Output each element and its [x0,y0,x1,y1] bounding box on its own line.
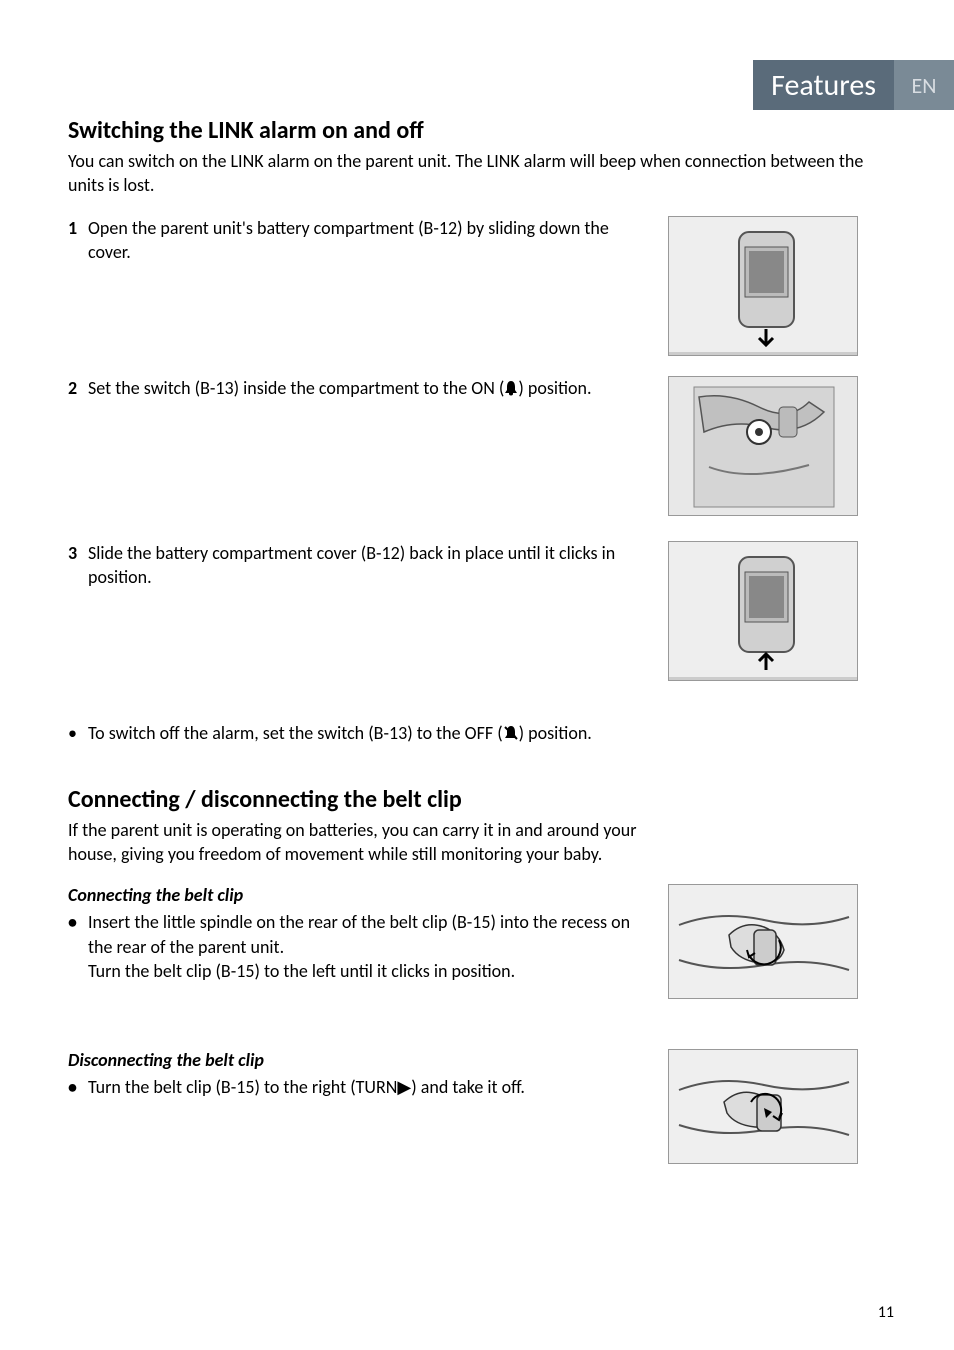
language-box: EN [894,60,954,110]
step2-row: 2 Set the switch (B-13) inside the compa… [68,376,886,531]
language-code: EN [912,72,937,99]
step2-illustration [668,376,858,516]
bullet-icon: • [68,1075,88,1099]
step3: 3 Slide the battery compartment cover (B… [68,541,638,590]
bell-icon [504,380,518,396]
connecting-row: Connecting the belt clip • Insert the li… [68,884,886,1024]
section2: Connecting / disconnecting the belt clip… [68,785,886,1180]
connecting-text: Insert the little spindle on the rear of… [88,910,638,983]
header-bar: Features EN [0,60,954,110]
step2-num: 2 [68,376,88,400]
disconnecting-illustration [668,1049,858,1164]
step2-text: Set the switch (B-13) inside the compart… [88,376,638,400]
section-title-box: Features [753,60,894,110]
step1-illustration [668,216,858,356]
step1: 1 Open the parent unit's battery compart… [68,216,638,265]
page-number: 11 [878,1303,894,1322]
section1-heading: Switching the LINK alarm on and off [68,116,886,145]
step3-row: 3 Slide the battery compartment cover (B… [68,541,886,691]
step3-num: 3 [68,541,88,590]
step1-row: 1 Open the parent unit's battery compart… [68,216,886,366]
connecting-heading: Connecting the belt clip [68,884,638,906]
step1-num: 1 [68,216,88,265]
disconnecting-text: Turn the belt clip (B-15) to the right (… [88,1075,638,1099]
bullet-icon: • [68,721,88,745]
connecting-illustration [668,884,858,999]
section1-note: • To switch off the alarm, set the switc… [68,721,886,745]
section2-intro: If the parent unit is operating on batte… [68,818,638,867]
section1-intro: You can switch on the LINK alarm on the … [68,149,886,198]
step3-illustration [668,541,858,681]
bullet-icon: • [68,910,88,983]
section2-heading: Connecting / disconnecting the belt clip [68,785,886,814]
section-title: Features [771,67,876,104]
page-content: Switching the LINK alarm on and off You … [68,116,886,1179]
section1-note-text: To switch off the alarm, set the switch … [88,721,592,745]
step2: 2 Set the switch (B-13) inside the compa… [68,376,638,400]
disconnecting-bullet: • Turn the belt clip (B-15) to the right… [68,1075,638,1099]
connecting-bullet: • Insert the little spindle on the rear … [68,910,638,983]
step3-text: Slide the battery compartment cover (B-1… [88,541,638,590]
bell-off-icon [503,725,519,741]
disconnecting-row: Disconnecting the belt clip • Turn the b… [68,1049,886,1179]
step1-text: Open the parent unit's battery compartme… [88,216,638,265]
disconnecting-heading: Disconnecting the belt clip [68,1049,638,1071]
